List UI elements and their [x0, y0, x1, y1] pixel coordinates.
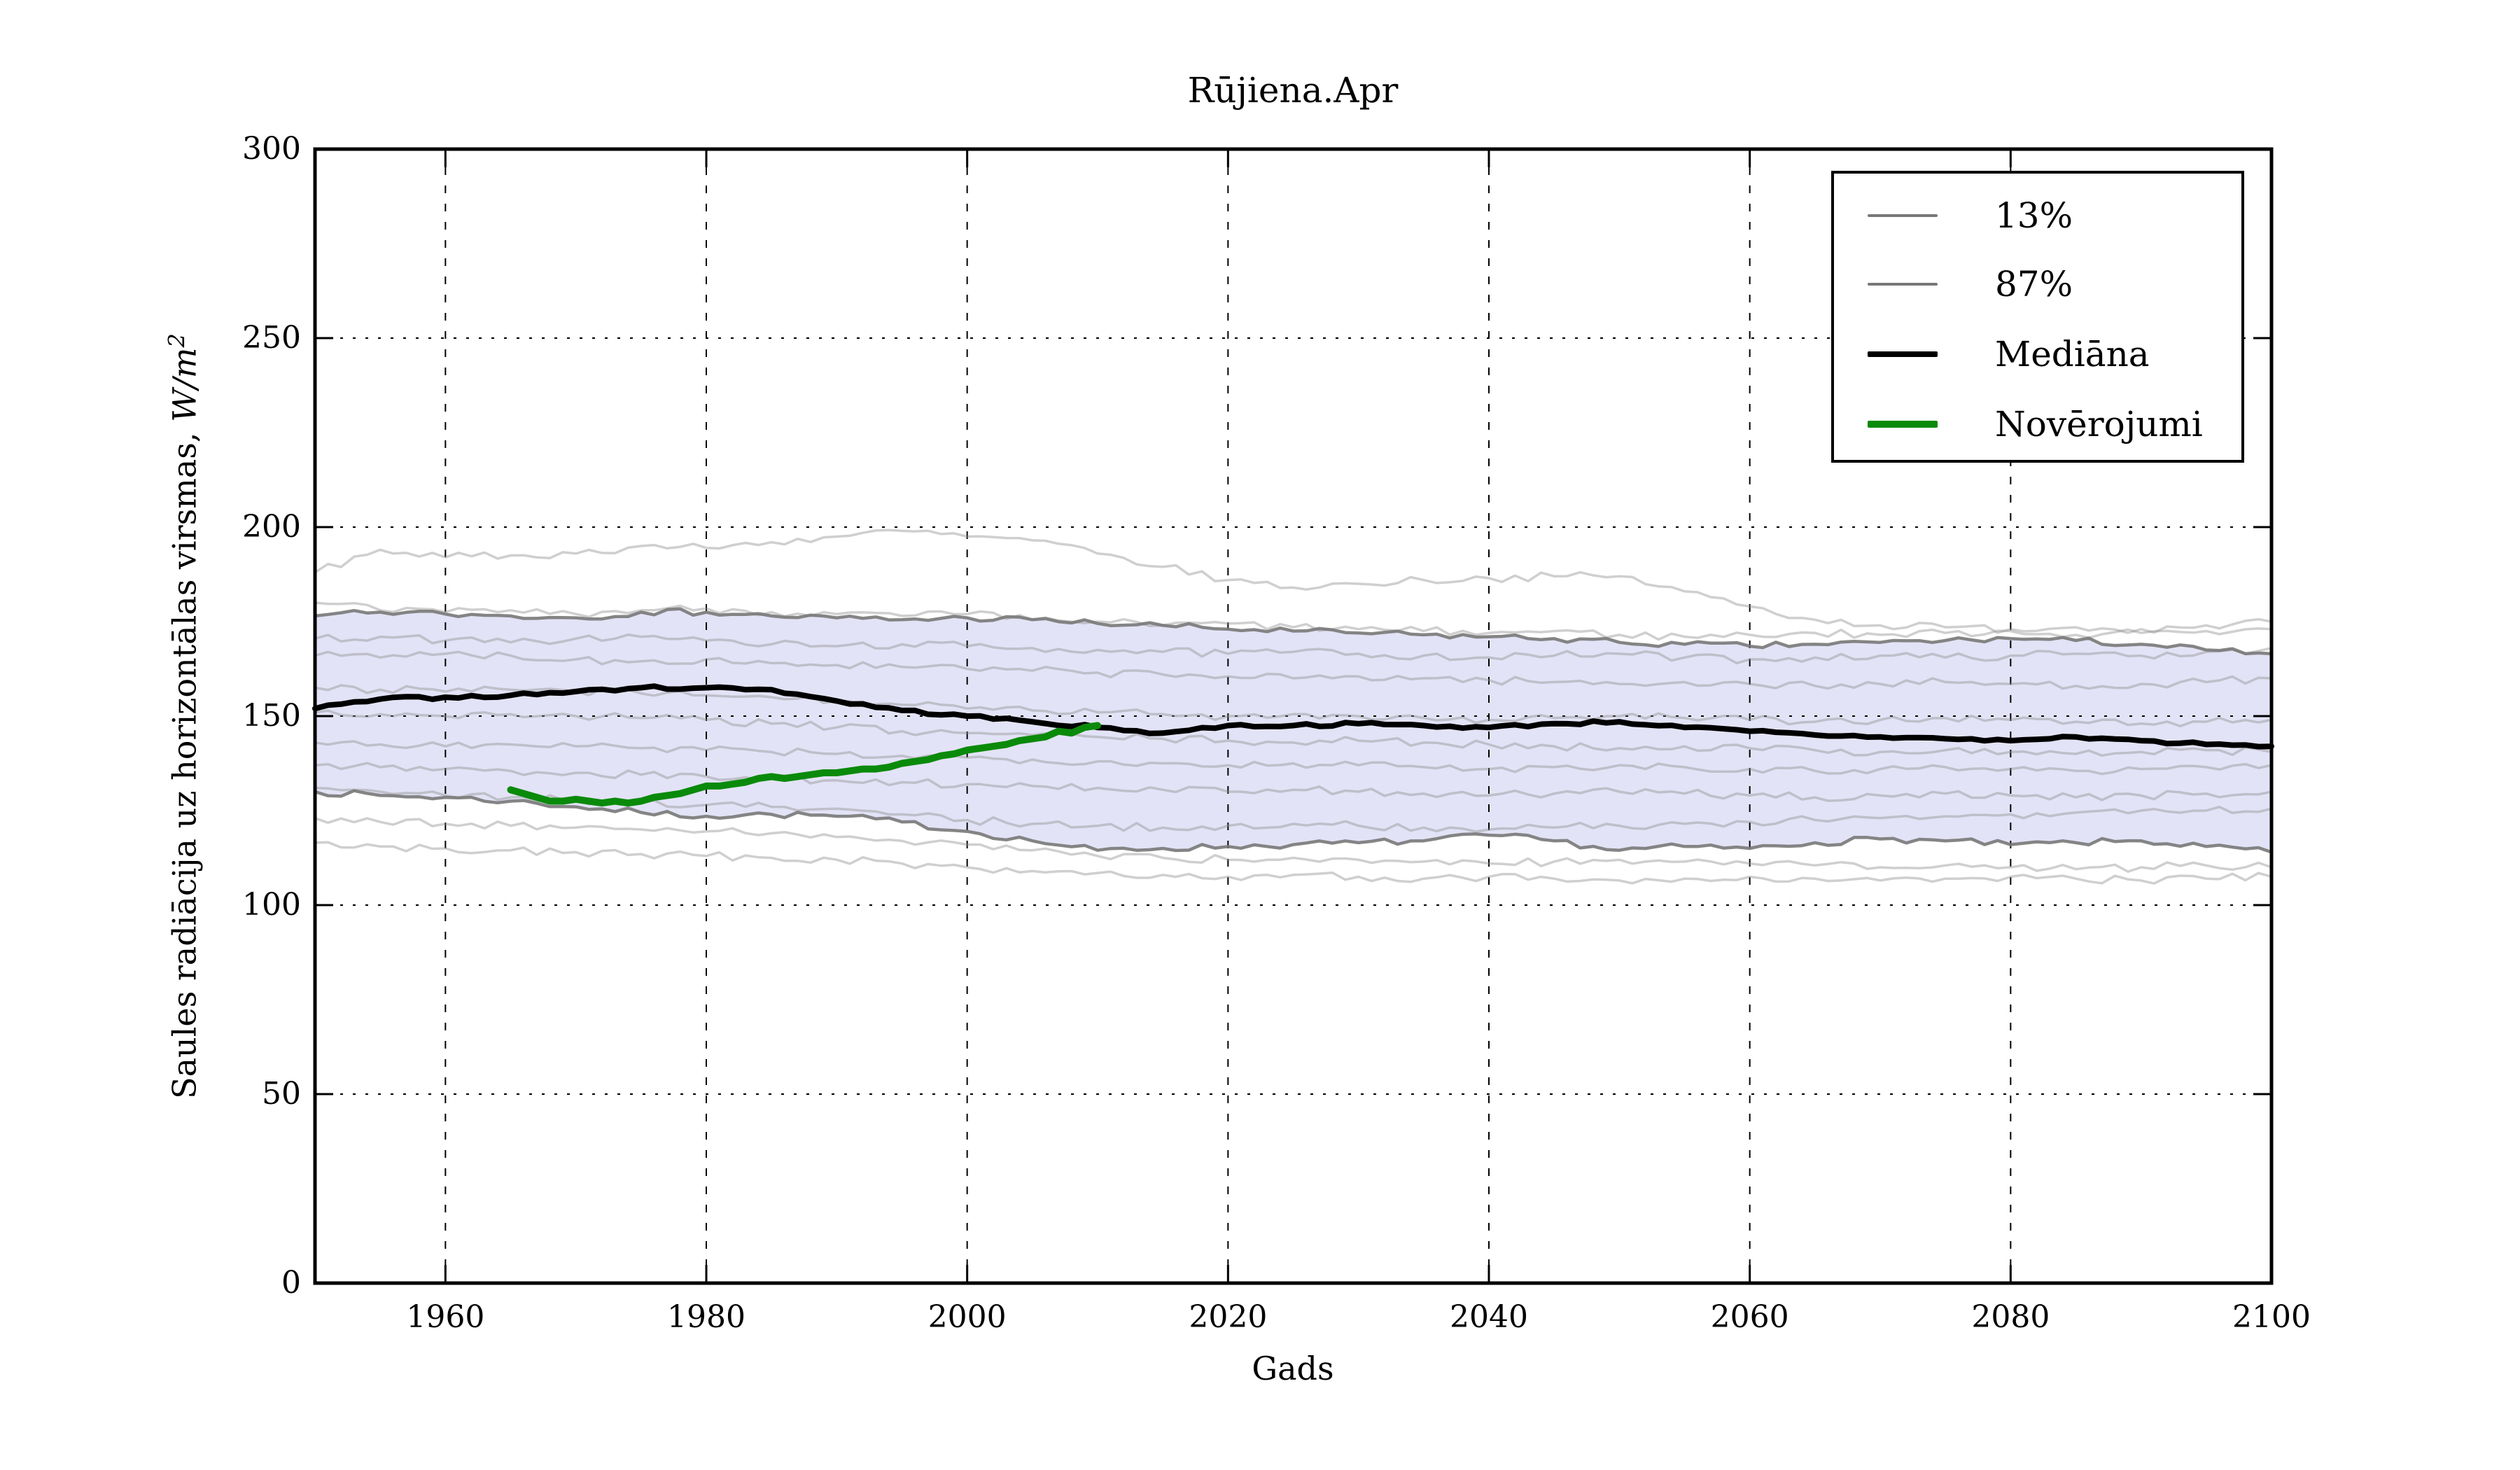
x-tick-label: 2020 [1189, 1299, 1268, 1335]
ensemble-line [314, 684, 2273, 728]
uncertainty-band [315, 608, 2272, 853]
legend-label: 13% [1995, 195, 2073, 236]
legend-item-noverojumi: Novērojumi [1834, 392, 2241, 456]
ensemble-line [314, 528, 2273, 634]
legend-line-sample-noverojumi [1868, 421, 1938, 428]
x-tick-label: 1980 [667, 1299, 746, 1335]
y-tick-label: 150 [242, 698, 301, 734]
x-tick-label: 2080 [1971, 1299, 2050, 1335]
legend-item-87pct: 87% [1834, 252, 2241, 316]
y-tick-label: 50 [262, 1076, 301, 1112]
legend: 13% 87% Mediāna Novērojumi [1831, 171, 2244, 463]
ensemble-line [314, 817, 2273, 873]
x-tick-label: 2100 [2232, 1299, 2311, 1335]
y-tick-label: 200 [242, 509, 301, 545]
ensemble-line [314, 762, 2273, 802]
y-tick-label: 100 [242, 887, 301, 923]
x-tick-label: 1960 [406, 1299, 485, 1335]
observations-line [507, 722, 1101, 807]
percentile-13-line [314, 789, 2272, 854]
median-line [312, 683, 2274, 750]
ensemble-lines [314, 528, 2273, 885]
x-tick-label: 2060 [1710, 1299, 1789, 1335]
legend-item-mediana: Mediāna [1834, 322, 2241, 386]
legend-line-sample-mediana [1868, 351, 1938, 357]
ensemble-line [314, 709, 2273, 757]
legend-label: 87% [1995, 264, 2073, 304]
percentile-lines [314, 607, 2272, 854]
chart-title: Rūjiena.Apr [1187, 70, 1399, 111]
y-tick-label: 250 [242, 320, 301, 356]
legend-label: Novērojumi [1995, 404, 2203, 444]
x-tick-label: 2000 [927, 1299, 1007, 1335]
percentile-87-line [314, 607, 2272, 656]
legend-line-sample-87pct [1868, 282, 1938, 286]
x-tick-label: 2040 [1450, 1299, 1528, 1335]
x-axis-label: Gads [1252, 1350, 1334, 1387]
legend-label: Mediāna [1995, 334, 2150, 374]
legend-item-13pct: 13% [1834, 183, 2241, 248]
legend-line-sample-13pct [1868, 214, 1938, 218]
ensemble-line [314, 633, 2273, 665]
ensemble-line [314, 841, 2273, 885]
y-axis-label-units: W/m [165, 347, 204, 422]
ensemble-line [314, 601, 2273, 641]
y-tick-label: 300 [242, 131, 301, 167]
y-tick-label: 0 [281, 1265, 301, 1301]
ensemble-line [314, 740, 2273, 776]
ensemble-line [314, 650, 2273, 690]
axes-frame [313, 147, 2274, 1285]
grid [315, 149, 2272, 1283]
